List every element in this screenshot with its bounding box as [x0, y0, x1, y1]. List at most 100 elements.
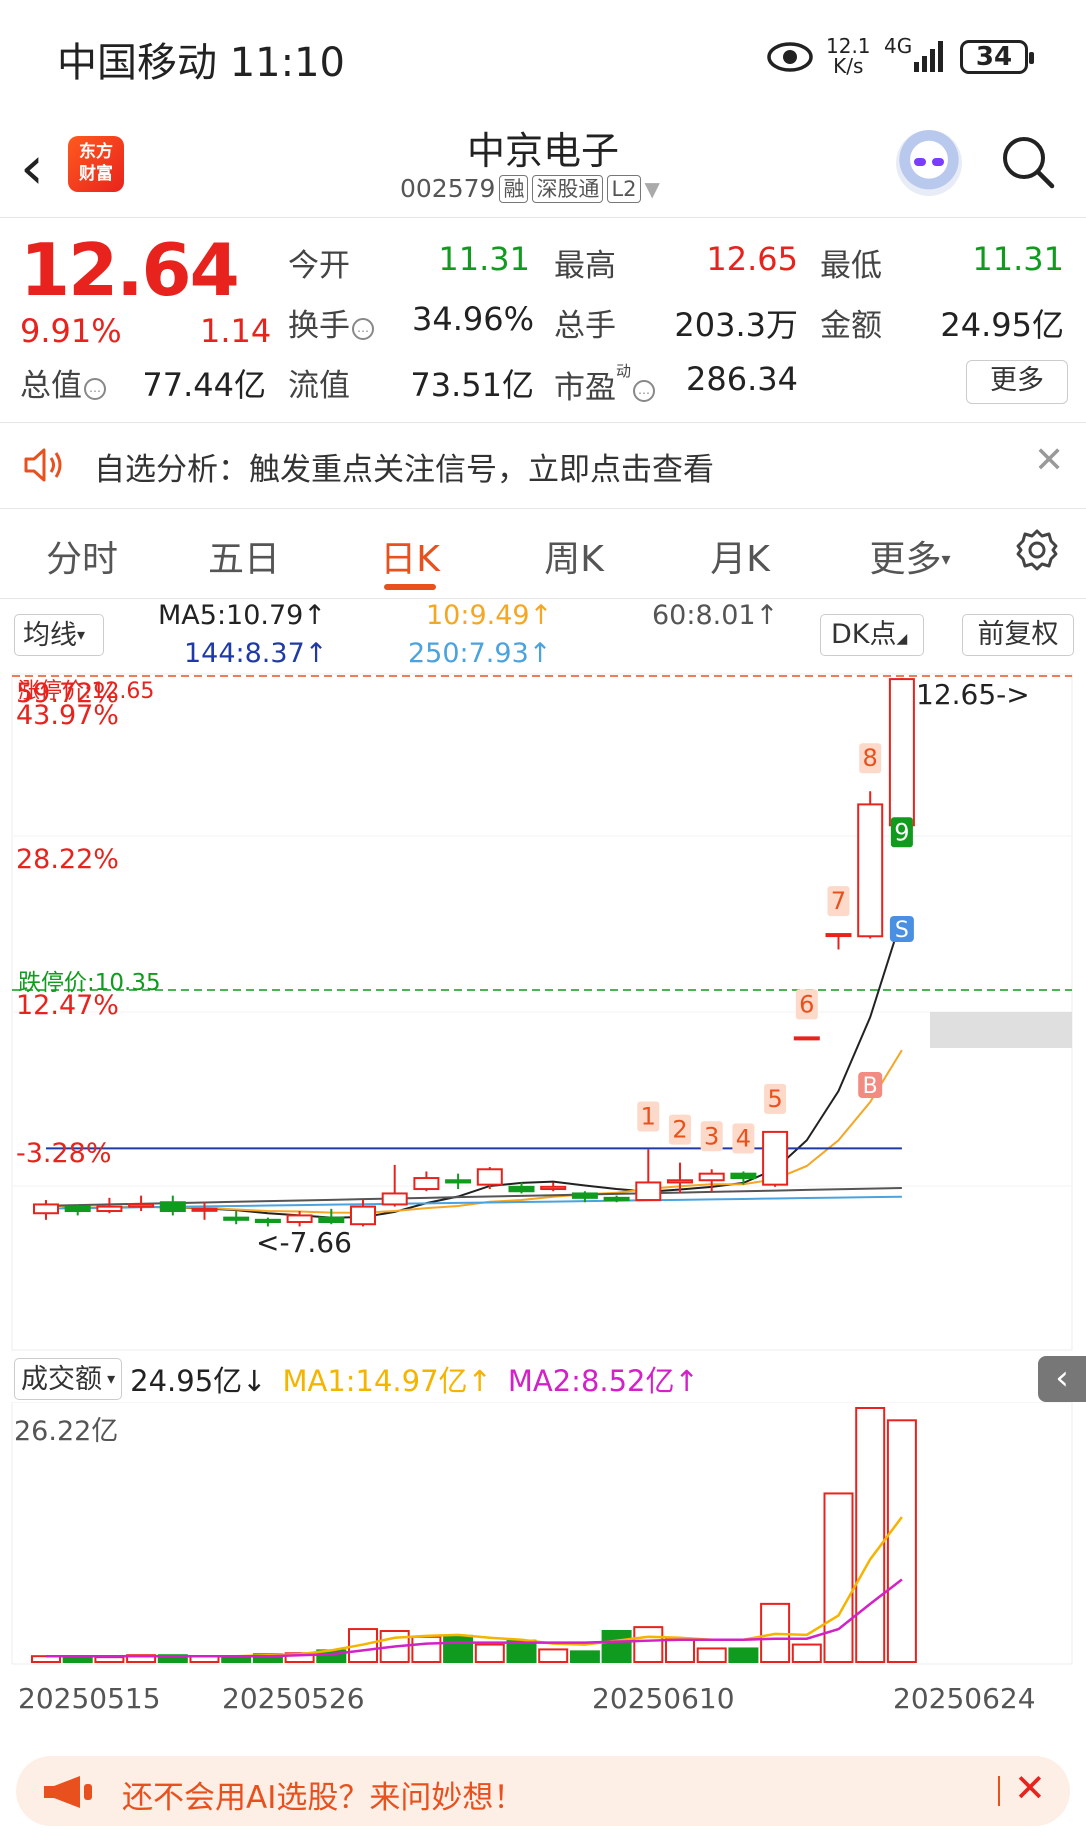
candle-body	[254, 1218, 281, 1224]
candle-body	[33, 1203, 59, 1215]
volume-bar	[411, 1635, 442, 1664]
y-axis-label: 28.22%	[16, 844, 119, 875]
ma250-line	[45, 1195, 902, 1210]
tab-daily-k[interactable]: 日K	[380, 539, 440, 580]
volume-bar	[696, 1647, 727, 1664]
limit-down-label: 跌停价:10.35	[18, 970, 161, 996]
tab-weekly-k[interactable]: 周K	[544, 539, 604, 580]
tab-monthly-k[interactable]: 月K	[710, 539, 770, 580]
eye-icon	[767, 42, 813, 72]
candle-body	[635, 1181, 662, 1202]
candle-body	[571, 1192, 598, 1199]
signal-number: 6	[799, 990, 814, 1018]
sell-label: S	[895, 918, 909, 943]
search-icon[interactable]	[1000, 134, 1056, 190]
volume-bar	[633, 1626, 664, 1663]
tab-wuri[interactable]: 五日	[207, 539, 280, 580]
mktcap-label-text: 总值	[20, 368, 82, 404]
carrier-name: 中国移动	[57, 40, 217, 86]
volume-bar	[728, 1647, 759, 1664]
ma250-value: 250:7.93↑	[408, 638, 552, 669]
signal-badge	[827, 886, 850, 917]
volume-max-label: 26.22亿	[14, 1416, 118, 1447]
ma144-value: 144:8.37↑	[184, 638, 328, 669]
divider	[0, 508, 1086, 509]
back-icon[interactable]: ‹	[20, 133, 44, 203]
signal-icon	[914, 41, 943, 72]
volume-bar	[506, 1639, 537, 1663]
turnover-label-text: 换手	[288, 308, 350, 344]
candle-body	[667, 1179, 693, 1184]
candle-body	[286, 1214, 313, 1224]
date-label: 20250610	[592, 1682, 735, 1715]
volume-bar	[665, 1637, 695, 1663]
candle-body	[540, 1185, 567, 1191]
signal-badge	[669, 1114, 691, 1145]
ma-selector[interactable]: 均线▾	[14, 614, 104, 656]
float-value: 73.51亿	[410, 366, 534, 404]
sell-badge	[889, 916, 914, 942]
candle-body	[159, 1201, 186, 1213]
app-logo[interactable]: 东方财富	[68, 136, 124, 192]
volume-chart[interactable]: 26.22亿	[0, 1402, 1086, 1742]
close-icon[interactable]: ✕	[1034, 440, 1065, 481]
close-icon[interactable]: ✕	[1014, 1766, 1046, 1810]
date-label: 20250624	[893, 1682, 1036, 1715]
volume-selector[interactable]: 成交额 ▾	[14, 1358, 123, 1400]
candle-body	[698, 1172, 725, 1182]
low-value: 11.31	[972, 240, 1064, 278]
dk-point-button[interactable]: DK点◢	[820, 614, 924, 656]
candle-body	[508, 1185, 535, 1193]
margin-tag: 融	[499, 174, 529, 203]
stock-subtitle[interactable]: 002579 融 深股通 L2 ▼	[400, 174, 660, 203]
candle-body	[888, 678, 915, 827]
speaker-icon	[24, 448, 62, 482]
candle-body	[223, 1216, 250, 1221]
signal-badge	[890, 817, 913, 848]
pe-label-text: 市盈	[554, 370, 616, 406]
megaphone-icon	[44, 1776, 92, 1808]
signal-number: 9	[894, 818, 909, 846]
alert-banner[interactable]: 自选分析：触发重点关注信号，立即点击查看 ✕	[0, 422, 1086, 508]
signal-number: 7	[831, 887, 846, 915]
amount-value: 24.95亿	[940, 306, 1064, 344]
candle-body	[603, 1196, 630, 1202]
high-label: 最高	[554, 248, 616, 284]
volume-ma2: MA2:8.52亿↑	[507, 1364, 699, 1398]
tab-fenshi[interactable]: 分时	[45, 539, 118, 580]
tab-more[interactable]: 更多▾	[850, 530, 970, 582]
signal-number: 1	[641, 1102, 656, 1130]
volume-value: 203.3万	[674, 306, 798, 344]
caret-down-icon: ▾	[941, 549, 951, 570]
candlestick-chart[interactable]: 59.72%43.97% 28.22% 12.47% -3.28% 涨停价:12.65 跌…	[0, 672, 1086, 1352]
candle-body	[825, 933, 852, 938]
speed-value: 12.1	[826, 34, 871, 58]
turnover-value: 34.96%	[411, 300, 534, 338]
volume-bar	[823, 1492, 854, 1663]
turnover-label[interactable]: 换手…	[288, 300, 374, 345]
speed-unit: K/s	[833, 54, 864, 78]
divider	[0, 422, 1086, 423]
volume-ma1: MA1:14.97亿↑	[282, 1364, 492, 1398]
ai-promo-banner[interactable]: 还不会用AI选股？来问妙想！ ✕	[16, 1756, 1070, 1826]
collapse-arrow-icon[interactable]: ‹	[1038, 1356, 1086, 1402]
mktcap-label[interactable]: 总值…	[20, 360, 106, 405]
signal-number: 8	[863, 744, 878, 772]
ai-robot-icon[interactable]	[896, 130, 962, 196]
signal-number: 2	[672, 1116, 687, 1144]
pe-label[interactable]: 市盈动…	[554, 360, 656, 407]
low-marker: <-7.66	[256, 1226, 352, 1259]
adjust-button[interactable]: 前复权	[962, 614, 1074, 656]
ma60-line	[45, 1186, 902, 1207]
stock-code: 002579	[400, 174, 496, 203]
carrier-time: 中国移动 11:10	[57, 30, 345, 88]
ma5-value: MA5:10.79↑	[158, 600, 326, 631]
network-type: 4G	[884, 34, 913, 58]
float-label: 流值	[288, 368, 350, 404]
banner-text: 还不会用AI选股？来问妙想！	[122, 1780, 525, 1816]
y-axis-label: 12.47%	[16, 990, 119, 1021]
more-button[interactable]: 更多	[966, 360, 1068, 404]
gear-icon[interactable]	[1015, 528, 1059, 572]
volume-label: 总手	[554, 308, 616, 344]
last-price: 12.64	[20, 228, 240, 312]
